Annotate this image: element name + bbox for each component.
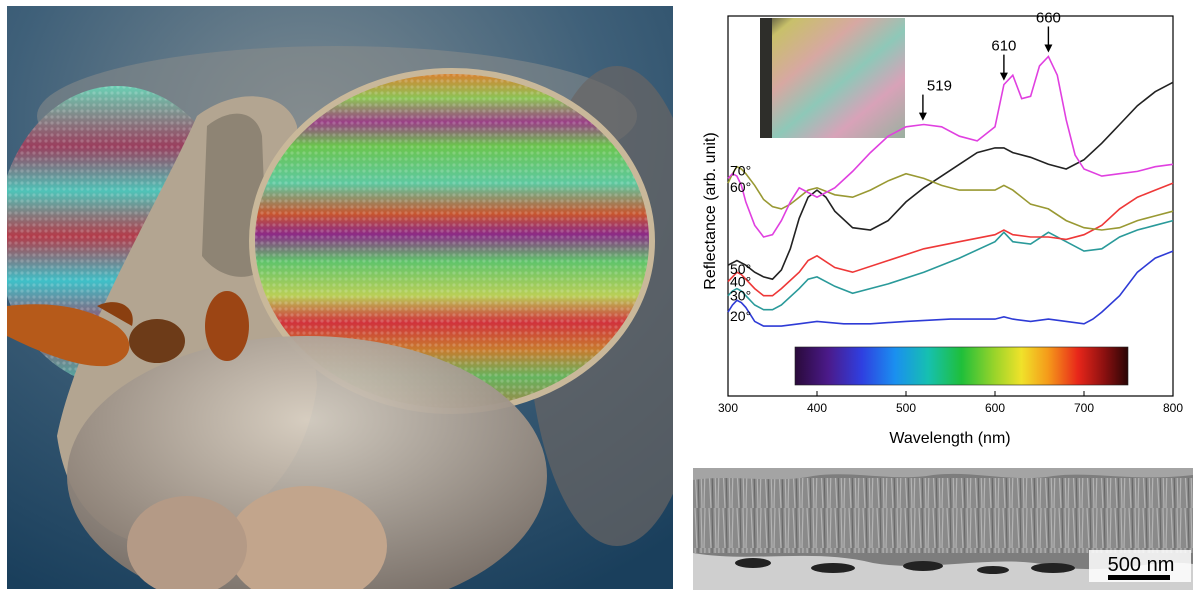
series-line-2 — [727, 182, 1174, 297]
sem-illustration: 500 nm — [693, 468, 1193, 590]
peak-arrow-head-2 — [1044, 44, 1053, 53]
angle-label-4: 30° — [730, 288, 751, 304]
series-line-3 — [727, 81, 1174, 281]
x-tick-label-300: 300 — [718, 401, 738, 415]
x-tick-label-400: 400 — [807, 401, 827, 415]
peak-label-519: 519 — [927, 78, 952, 95]
sem-cross-section: 500 nm — [693, 468, 1193, 590]
x-tick-label-700: 700 — [1074, 401, 1094, 415]
series-line-0 — [727, 250, 1174, 327]
angle-label-1: 60° — [730, 179, 751, 195]
x-tick-label-500: 500 — [896, 401, 916, 415]
sample-inset-photo — [760, 18, 905, 138]
series-line-5 — [727, 55, 1174, 238]
series-line-4 — [727, 165, 1174, 231]
peak-arrow-head-0 — [918, 112, 927, 121]
scale-bar-label: 500 nm — [1108, 554, 1175, 576]
peak-label-610: 610 — [991, 38, 1016, 55]
peak-arrow-head-1 — [999, 72, 1008, 81]
x-axis-label: Wavelength (nm) — [889, 430, 1010, 447]
wavelength-colorbar — [794, 346, 1129, 386]
series-layer — [727, 55, 1174, 327]
angle-label-2: 50° — [730, 261, 751, 277]
angle-label-5: 20° — [730, 308, 751, 324]
reflectance-chart: 519 610 660 300 400 500 600 700 800 70° 60° 50° 40… — [690, 6, 1195, 456]
x-tick-label-800: 800 — [1163, 401, 1183, 415]
x-tick-label-600: 600 — [985, 401, 1005, 415]
annotation-layer: 519 610 660 — [918, 9, 1061, 121]
chart-svg: 519 610 660 300 400 500 600 700 800 70°60° 50°40… — [702, 9, 1183, 447]
x-tick-layer: 300 400 500 600 700 800 — [718, 391, 1183, 415]
peak-label-660: 660 — [1036, 9, 1061, 26]
insect-eye-photo — [7, 6, 673, 589]
angle-label-3: 40° — [730, 274, 751, 290]
series-line-1 — [727, 219, 1174, 311]
y-axis-label: Reflectance (arb. unit) — [702, 132, 719, 289]
sample-inset-edge — [760, 18, 772, 138]
scale-bar — [1108, 575, 1170, 580]
angle-label-0: 70° — [730, 162, 751, 178]
angle-label-layer: 70°60° 50°40°30° 20° — [730, 162, 751, 324]
insect-eye-illustration — [7, 6, 673, 589]
